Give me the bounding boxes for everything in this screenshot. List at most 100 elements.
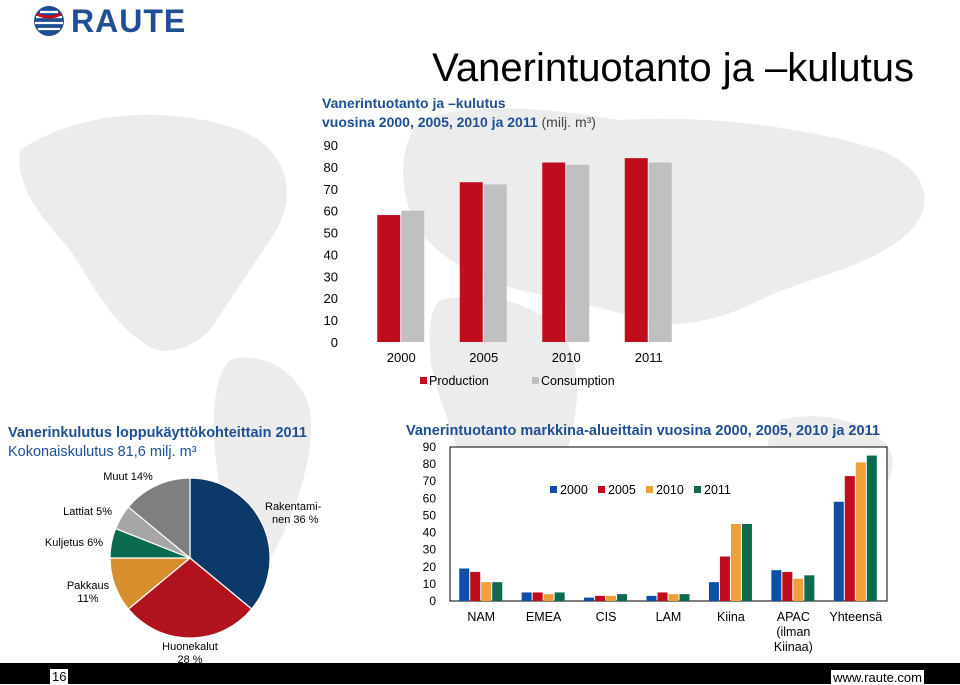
bar-consumption-2005 [483, 184, 507, 342]
pie-label: 11% [77, 593, 98, 605]
pie-label: nen 36 % [272, 514, 319, 526]
bar-2005-EMEA [532, 592, 543, 601]
pie-label: Huonekalut [162, 641, 218, 653]
x-tick-label: Kiina [717, 610, 745, 624]
y-tick-label: 0 [331, 335, 338, 350]
y-tick-label: 50 [324, 226, 338, 241]
y-tick-label: 20 [324, 291, 338, 306]
top-chart-title: Vanerintuotanto ja –kulutus vuosina 2000… [322, 94, 596, 132]
bar-2000-Yhteensä [833, 501, 844, 601]
y-tick-label: 0 [429, 594, 436, 608]
bar-production-2011 [624, 158, 648, 342]
y-tick-label: 80 [324, 160, 338, 175]
legend-swatch-consumption [532, 377, 539, 384]
bar-2005-Kiina [719, 556, 730, 601]
y-tick-label: 20 [423, 560, 437, 574]
pie-chart-title: Vanerinkulutus loppukäyttökohteittain 20… [8, 424, 307, 462]
brand-name: RAUTE [71, 2, 187, 39]
y-tick-label: 70 [423, 474, 437, 488]
bar-consumption-2010 [566, 164, 590, 342]
pie-label: Muut 14% [103, 471, 153, 483]
legend-label: Consumption [541, 374, 615, 388]
bar-2000-NAM [459, 568, 470, 601]
region-chart-title: Vanerintuotanto markkina-alueittain vuos… [406, 423, 880, 439]
top-chart-title-line2: vuosina 2000, 2005, 2010 ja 2011 [322, 114, 538, 130]
pie-slice-1 [127, 557, 253, 639]
top-chart-title-line1: Vanerintuotanto ja –kulutus [322, 95, 506, 111]
x-tick-label: (ilman [776, 625, 810, 639]
pie-label: 28 % [177, 654, 202, 664]
legend-swatch-2005 [598, 486, 605, 493]
y-tick-label: 60 [423, 491, 437, 505]
legend-label: 2005 [608, 483, 636, 497]
bar-2010-Yhteensä [855, 462, 866, 601]
y-tick-label: 40 [423, 526, 437, 540]
page-number: 16 [50, 669, 69, 684]
x-tick-label: LAM [656, 610, 682, 624]
pie-label: Pakkaus [67, 580, 110, 592]
legend-swatch-production [420, 377, 427, 384]
bar-2005-NAM [470, 571, 481, 601]
y-tick-label: 10 [324, 313, 338, 328]
pie-subtitle: Kokonaiskulutus 81,6 milj. m³ [8, 444, 197, 460]
raute-logo: RAUTE [33, 2, 187, 39]
bar-2010-EMEA [543, 594, 554, 601]
region-production-chart: 0 10 20 30 40 50 60 70 80 90 NAM EMEA CIS LAM Kiina APA… [423, 440, 888, 654]
bar-production-2010 [542, 162, 566, 342]
y-tick-label: 10 [423, 577, 437, 591]
x-tick-label: Yhteensä [829, 610, 882, 624]
top-chart-unit: (milj. m³) [541, 114, 596, 130]
bar-2011-Yhteensä [866, 455, 877, 601]
raute-globe-icon [34, 6, 64, 36]
bar-consumption-2011 [648, 162, 672, 342]
website-url: www.raute.com [831, 670, 924, 685]
bar-2010-NAM [481, 582, 492, 601]
legend-label: 2010 [656, 483, 684, 497]
bar-production-2005 [459, 182, 483, 342]
bar-consumption-2000 [401, 210, 425, 342]
legend-swatch-2000 [550, 486, 557, 493]
y-tick-label: 50 [423, 508, 437, 522]
x-tick-label: NAM [467, 610, 495, 624]
x-tick-label: 2011 [635, 350, 663, 365]
pie-label: Lattiat 5% [63, 506, 112, 518]
bar-2011-APAC [804, 575, 815, 601]
x-tick-label: CIS [596, 610, 617, 624]
bar-production-2000 [377, 215, 401, 342]
x-tick-label: 2005 [469, 350, 498, 365]
bar-2011-EMEA [554, 592, 565, 601]
plot-frame [449, 446, 888, 602]
x-tick-label: APAC [777, 610, 810, 624]
bar-2000-APAC [771, 570, 782, 601]
bar-2010-APAC [793, 578, 804, 601]
y-tick-label: 30 [423, 543, 437, 557]
pie-title: Vanerinkulutus loppukäyttökohteittain 20… [8, 425, 307, 441]
bar-2011-LAM [679, 594, 690, 601]
x-tick-label: 2010 [552, 350, 581, 365]
bar-2010-LAM [668, 594, 679, 601]
slide-title: Vanerintuotanto ja –kulutus [432, 46, 914, 90]
legend-swatch-2011 [694, 486, 701, 493]
x-tick-label: EMEA [526, 610, 562, 624]
pie-slice-5 [127, 477, 191, 560]
bar-2000-EMEA [521, 592, 532, 601]
y-tick-label: 90 [423, 440, 437, 454]
bar-2000-LAM [646, 595, 657, 601]
bar-2000-Kiina [708, 582, 719, 601]
production-consumption-chart: 0 10 20 30 40 50 60 70 80 90 2000 2005 2010 2011 Produ… [324, 138, 672, 388]
bar-2005-APAC [782, 571, 793, 601]
bar-2000-CIS [584, 597, 595, 601]
bar-2005-Yhteensä [844, 476, 855, 601]
bar-2011-NAM [492, 582, 503, 601]
pie-slice-0 [189, 477, 271, 610]
y-tick-label: 80 [423, 457, 437, 471]
pie-label: Rakentami- [265, 501, 322, 513]
bar-2010-CIS [606, 595, 617, 601]
y-tick-label: 90 [324, 138, 338, 153]
pie-label: Kuljetus 6% [45, 537, 103, 549]
bar-2010-Kiina [730, 524, 741, 601]
legend-label: 2000 [560, 483, 588, 497]
bar-2011-Kiina [741, 524, 752, 601]
footer-bar [0, 663, 960, 684]
